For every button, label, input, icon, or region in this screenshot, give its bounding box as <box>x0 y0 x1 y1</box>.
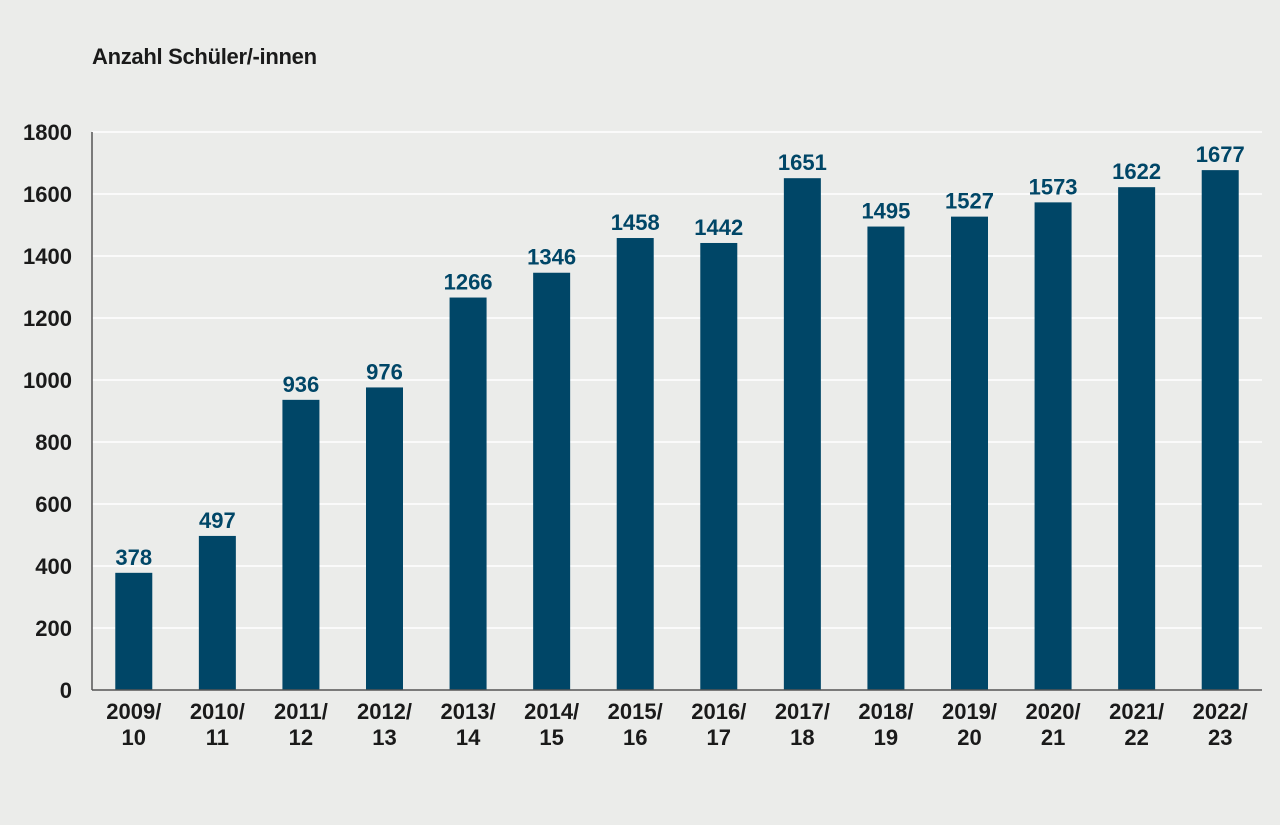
x-tick-label: 2019/ <box>942 699 997 724</box>
bar <box>449 297 487 690</box>
y-axis-title: Anzahl Schüler/-innen <box>92 44 317 69</box>
y-tick-label: 1200 <box>23 306 72 331</box>
bar <box>867 226 905 691</box>
y-tick-label: 800 <box>35 430 72 455</box>
y-tick-label: 200 <box>35 616 72 641</box>
x-tick-label: 2022/ <box>1193 699 1248 724</box>
x-tick-label: 2009/ <box>106 699 161 724</box>
bar-value-label: 936 <box>283 372 320 397</box>
x-tick-label: 2013/ <box>441 699 496 724</box>
bar-value-label: 976 <box>366 359 403 384</box>
bar <box>700 242 738 691</box>
y-tick-label: 0 <box>60 678 72 703</box>
x-tick-label: 2014/ <box>524 699 579 724</box>
bar <box>616 238 654 690</box>
bar <box>1201 170 1239 690</box>
bar-value-label: 1442 <box>694 215 743 240</box>
x-tick-label: 2018/ <box>858 699 913 724</box>
bar <box>783 178 821 690</box>
y-tick-label: 600 <box>35 492 72 517</box>
x-tick-label: 2015/ <box>608 699 663 724</box>
bar-value-label: 378 <box>115 545 152 570</box>
bar <box>198 535 236 690</box>
bar <box>282 399 320 690</box>
x-tick-label: 20 <box>957 725 981 750</box>
bar-value-label: 1495 <box>861 199 910 224</box>
bar-value-label: 1458 <box>611 210 660 235</box>
x-tick-label: 2010/ <box>190 699 245 724</box>
bar <box>1034 202 1072 690</box>
bar-value-label: 1651 <box>778 150 827 175</box>
x-tick-label: 2011/ <box>274 699 328 724</box>
bar <box>533 272 571 690</box>
x-tick-label: 22 <box>1124 725 1148 750</box>
x-tick-label: 2017/ <box>775 699 830 724</box>
y-tick-label: 1000 <box>23 368 72 393</box>
x-tick-label: 23 <box>1208 725 1232 750</box>
bar-value-label: 1622 <box>1112 159 1161 184</box>
bar-value-label: 1573 <box>1029 174 1078 199</box>
bar <box>366 387 403 690</box>
y-tick-label: 1400 <box>23 244 72 269</box>
bar <box>115 572 153 690</box>
x-tick-label: 2021/ <box>1109 699 1164 724</box>
x-tick-label: 21 <box>1041 725 1065 750</box>
bar <box>1118 187 1156 690</box>
bar-value-label: 1266 <box>444 270 493 295</box>
y-tick-label: 1800 <box>23 120 72 145</box>
x-tick-label: 13 <box>372 725 396 750</box>
bar-value-label: 497 <box>199 508 236 533</box>
x-tick-label: 2016/ <box>691 699 746 724</box>
bar-value-label: 1346 <box>527 245 576 270</box>
x-tick-label: 2012/ <box>357 699 412 724</box>
y-tick-label: 1600 <box>23 182 72 207</box>
x-tick-label: 15 <box>539 725 563 750</box>
x-tick-label: 17 <box>707 725 731 750</box>
x-tick-label: 18 <box>790 725 814 750</box>
bar-value-label: 1677 <box>1196 142 1245 167</box>
x-tick-label: 10 <box>122 725 146 750</box>
x-tick-label: 16 <box>623 725 647 750</box>
y-tick-label: 400 <box>35 554 72 579</box>
x-tick-label: 14 <box>456 725 481 750</box>
x-tick-label: 19 <box>874 725 898 750</box>
bar-value-label: 1527 <box>945 189 994 214</box>
x-tick-label: 12 <box>289 725 313 750</box>
x-tick-label: 2020/ <box>1026 699 1081 724</box>
x-tick-label: 11 <box>206 725 229 750</box>
bar <box>951 216 988 690</box>
